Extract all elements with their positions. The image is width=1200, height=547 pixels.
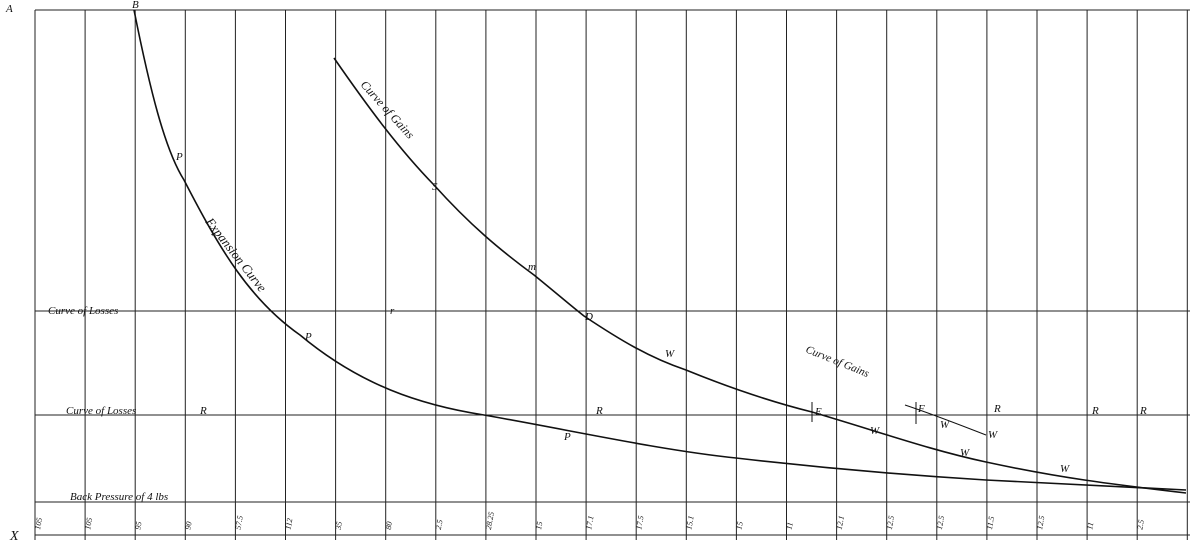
point-letter: W — [1060, 463, 1070, 475]
point-letter: E — [814, 406, 822, 418]
scale-label: 12.5 — [1035, 515, 1046, 530]
scale-label: 11 — [1085, 521, 1095, 530]
scale-label: 105 — [83, 517, 94, 530]
curve-label: Curve of Gains — [804, 344, 871, 380]
gains-curve-lower — [904, 404, 987, 436]
point-letter: R — [1091, 405, 1099, 417]
point-letter: P — [175, 151, 183, 163]
scale-label: 2.5 — [1135, 519, 1146, 530]
point-letters: P Sm D P W E P W W W W Wr R R F R R R — [175, 151, 1147, 475]
point-letter: R — [199, 405, 207, 417]
scale-label: 112 — [284, 518, 295, 531]
corner-label: A — [5, 3, 13, 15]
gains-curve — [333, 57, 1187, 494]
point-letter: P — [563, 431, 571, 443]
scale-label: 28.25 — [484, 511, 496, 530]
point-letter: r — [390, 305, 395, 317]
curve-label: Curve of Losses — [66, 405, 136, 417]
scale-label: 17.5 — [634, 515, 645, 530]
scale-label: 11 — [785, 521, 795, 530]
point-letter: S — [432, 181, 438, 193]
scale: 105 105 95 90 57.5 112 35 80 2.5 28.25 15 17.1 17.5 1… — [33, 511, 1146, 531]
curve-label: Expansion Curve — [202, 214, 270, 295]
scale-label: 11.5 — [985, 516, 996, 531]
point-letter: P — [304, 331, 312, 343]
scale-label: 90 — [183, 521, 193, 530]
scale-label: 15 — [534, 521, 544, 530]
scale-label: 12.5 — [935, 515, 946, 530]
scale-label: 15.1 — [684, 515, 695, 530]
scale-label: 95 — [133, 521, 143, 530]
curve-label: Curve of Losses — [48, 305, 118, 317]
point-letter: W — [960, 447, 970, 459]
corner-label: X — [9, 529, 19, 544]
point-letter: R — [993, 403, 1001, 415]
scale-label: 17.1 — [584, 515, 595, 530]
point-letter: R — [1139, 405, 1147, 417]
scale-label: 80 — [384, 521, 394, 530]
scale-label: 2.5 — [434, 519, 445, 530]
scale-label: 15 — [735, 521, 745, 530]
curve-label: Back Pressure of 4 lbs — [70, 491, 168, 503]
point-letter: R — [595, 405, 603, 417]
scale-label: 57.5 — [234, 515, 245, 530]
expansion-curve — [133, 9, 1187, 491]
point-letter: W — [870, 425, 880, 437]
point-letter: m — [528, 261, 536, 273]
scale-label: 35 — [334, 521, 344, 531]
point-letter: W — [940, 419, 950, 431]
scale-label: 105 — [33, 517, 44, 530]
grid — [34, 10, 1188, 540]
point-letter: W — [665, 348, 675, 360]
scale-label: 12.5 — [885, 515, 896, 530]
scale-label: 12.1 — [835, 515, 846, 530]
point-letter: D — [584, 311, 593, 323]
point-letter: W — [988, 429, 998, 441]
point-letter: F — [917, 403, 925, 415]
corner-label: B — [132, 0, 139, 11]
